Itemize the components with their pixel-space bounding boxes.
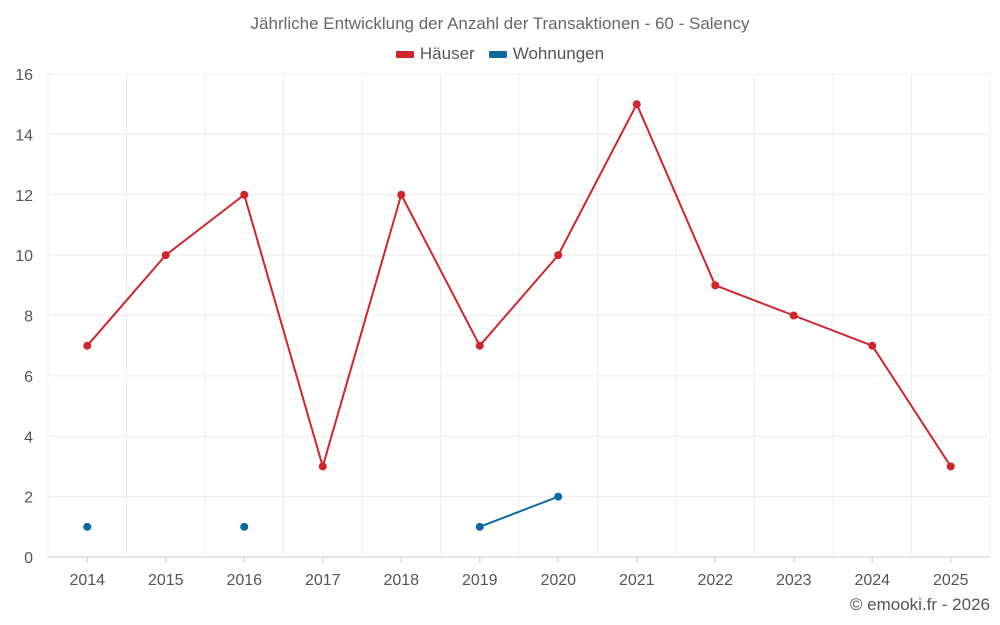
y-tick-label: 2 [24, 490, 33, 507]
series-line [86, 103, 952, 468]
y-tick-label: 14 [15, 127, 33, 144]
x-tick-label: 2018 [383, 572, 419, 589]
legend-label-wohnungen: Wohnungen [512, 44, 605, 63]
y-tick-label: 12 [15, 188, 33, 205]
x-tick-label: 2015 [148, 572, 184, 589]
y-tick-label: 4 [24, 429, 33, 446]
y-tick-label: 16 [15, 67, 33, 84]
data-point [83, 341, 92, 350]
data-point [554, 251, 563, 260]
data-point [475, 522, 484, 531]
data-point [318, 462, 327, 471]
x-tick-label: 2016 [226, 572, 262, 589]
data-point [789, 311, 798, 320]
data-point [397, 190, 406, 199]
x-tick-label: 2020 [540, 572, 576, 589]
credit-text: © emooki.fr - 2026 [849, 595, 990, 614]
legend-swatch-haeuser [395, 50, 414, 58]
data-point [240, 190, 249, 199]
x-tick-label: 2019 [462, 572, 498, 589]
x-tick-label: 2024 [854, 572, 890, 589]
legend-label-haeuser: Häuser [419, 44, 475, 63]
data-point [632, 100, 641, 109]
data-point [240, 522, 249, 531]
x-tick-label: 2017 [305, 572, 341, 589]
y-tick-label: 0 [24, 550, 33, 567]
data-point [83, 522, 92, 531]
legend-item-wohnungen[interactable]: Wohnungen [488, 44, 605, 64]
data-point [554, 492, 563, 501]
legend-swatch-wohnungen [488, 50, 507, 58]
legend-item-haeuser[interactable]: Häuser [395, 44, 475, 64]
x-tick-label: 2025 [933, 572, 969, 589]
data-point [161, 251, 170, 260]
legend: Häuser Wohnungen [0, 44, 1000, 64]
y-tick-label: 10 [15, 248, 33, 265]
data-point [711, 281, 720, 290]
data-point [475, 341, 484, 350]
x-tick-label: 2021 [619, 572, 655, 589]
data-point [946, 462, 955, 471]
x-tick-label: 2014 [69, 572, 105, 589]
x-tick-label: 2022 [697, 572, 733, 589]
y-tick-label: 6 [24, 369, 33, 386]
chart-title: Jährliche Entwicklung der Anzahl der Tra… [250, 14, 750, 33]
x-tick-label: 2023 [776, 572, 812, 589]
y-tick-label: 8 [24, 309, 33, 326]
series-line [479, 495, 559, 528]
data-point [868, 341, 877, 350]
